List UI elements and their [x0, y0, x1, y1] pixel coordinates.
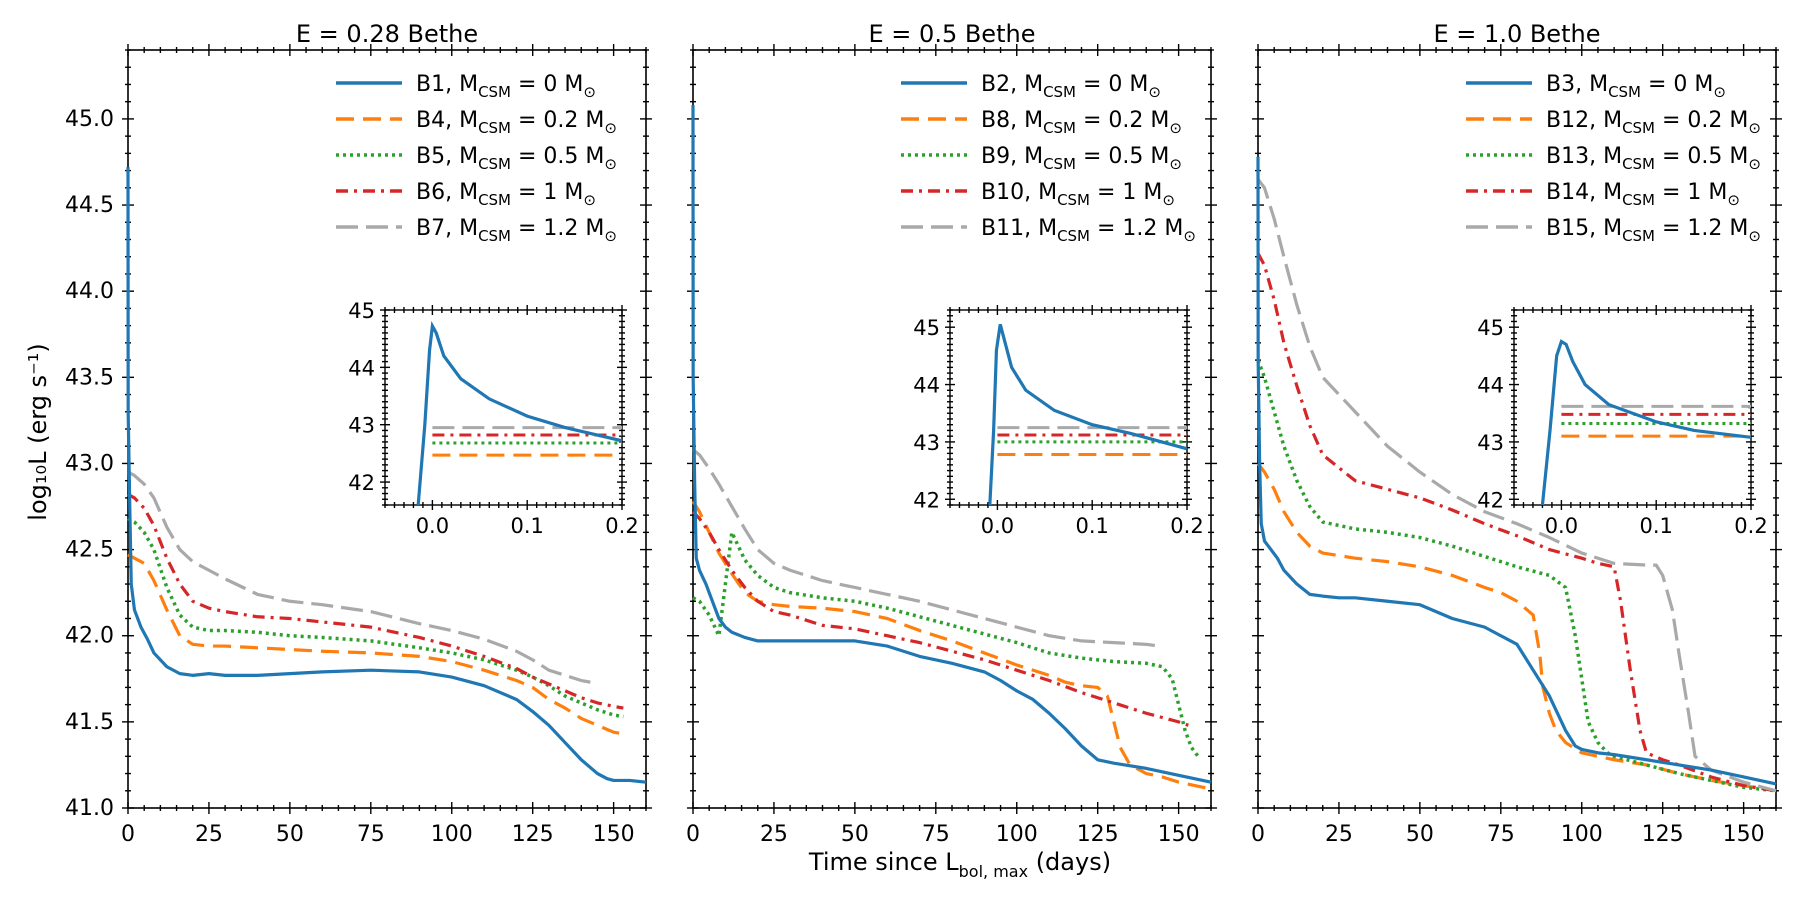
inset-x-tick-label: 0.0 [981, 514, 1014, 538]
inset-y-tick-label: 42 [913, 488, 940, 512]
series-line-B8 [691, 500, 1212, 791]
x-tick-label: 50 [1406, 822, 1434, 847]
legend-label-B9: B9, MCSM = 0.5 M⊙ [981, 144, 1182, 173]
x-tick-label: 100 [996, 822, 1038, 847]
inset-y-tick-label: 42 [348, 471, 375, 495]
panel-1: E = 0.28 Bethe 0 25 50 75 100 125 150 41.0 41.5 42… [65, 20, 652, 847]
panel-title: E = 0.5 Bethe [869, 20, 1036, 48]
series-line-B13 [1256, 359, 1777, 793]
inset-y-tick-label: 43 [1477, 431, 1504, 455]
inset-x-tick-label: 0.1 [510, 514, 543, 538]
x-tick-label: 25 [760, 822, 788, 847]
legend-label-B2: B2, MCSM = 0 M⊙ [981, 72, 1161, 101]
x-tick-label: 0 [1251, 822, 1265, 847]
inset-x-tick-label: 0.1 [1075, 514, 1108, 538]
x-tick-label: 75 [1487, 822, 1515, 847]
x-tick-label: 125 [1077, 822, 1119, 847]
panel-3: E = 1.0 Bethe 0 25 50 75 100 125 150 B3, MCSM = … [1251, 20, 1782, 847]
inset-line-B2 [988, 323, 1187, 505]
panel-2: E = 0.5 Bethe 0 25 50 75 100 125 150 B2, MCSM = … [686, 20, 1217, 847]
legend-label-B5: B5, MCSM = 0.5 M⊙ [416, 144, 617, 173]
legend-label-B14: B14, MCSM = 1 M⊙ [1546, 180, 1740, 209]
inset-x-tick-label: 0.2 [605, 514, 638, 538]
x-tick-label: 125 [512, 822, 554, 847]
inset-y-tick-label: 45 [348, 299, 375, 323]
inset-x-tick-label: 0.2 [1734, 514, 1767, 538]
legend-label-B12: B12, MCSM = 0.2 M⊙ [1546, 108, 1761, 137]
inset-x-tick-label: 0.0 [1545, 514, 1578, 538]
x-tick-label: 100 [1561, 822, 1603, 847]
legend-label-B11: B11, MCSM = 1.2 M⊙ [981, 216, 1196, 245]
inset-y-tick-label: 44 [913, 374, 940, 398]
inset-y-tick-label: 45 [913, 316, 940, 340]
series-line-B15 [1256, 178, 1777, 793]
inset-y-tick-label: 43 [913, 431, 940, 455]
legend-label-B8: B8, MCSM = 0.2 M⊙ [981, 108, 1182, 137]
inset-line-B3 [1540, 339, 1751, 505]
series-line-B5 [127, 517, 624, 719]
series-line-B14 [1256, 252, 1777, 793]
x-tick-label: 0 [121, 822, 135, 847]
y-tick-label: 45.0 [65, 107, 114, 132]
inset-axes: 0.0 0.1 0.2 42 43 44 45 [1477, 305, 1768, 538]
y-tick-label: 44.5 [65, 193, 114, 218]
series-line-B2 [691, 105, 1212, 784]
panel-title: E = 1.0 Bethe [1434, 20, 1601, 48]
series-line-B4 [127, 553, 624, 736]
legend-label-B3: B3, MCSM = 0 M⊙ [1546, 72, 1726, 101]
x-tick-label: 125 [1642, 822, 1684, 847]
inset-line-B1 [416, 320, 622, 505]
y-tick-label: 41.5 [65, 710, 114, 735]
x-tick-label: 50 [841, 822, 869, 847]
legend-label-B4: B4, MCSM = 0.2 M⊙ [416, 108, 617, 137]
legend-label-B15: B15, MCSM = 1.2 M⊙ [1546, 216, 1761, 245]
x-tick-label: 150 [1723, 822, 1765, 847]
x-tick-label: 150 [593, 822, 635, 847]
y-tick-label: 41.0 [65, 796, 114, 821]
x-tick-label: 150 [1158, 822, 1200, 847]
series-line-B10 [691, 510, 1189, 727]
legend-label-B13: B13, MCSM = 0.5 M⊙ [1546, 144, 1761, 173]
inset-y-tick-label: 44 [348, 356, 375, 380]
inset-axes: 0.0 0.1 0.2 42 43 44 45 [913, 305, 1204, 538]
legend-label-B6: B6, MCSM = 1 M⊙ [416, 180, 596, 209]
y-tick-label: 42.5 [65, 538, 114, 563]
series-line-B3 [1256, 156, 1777, 786]
inset-x-tick-label: 0.0 [416, 514, 449, 538]
series-line-B11 [692, 448, 1160, 648]
legend-label-B10: B10, MCSM = 1 M⊙ [981, 180, 1175, 209]
legend-label-B1: B1, MCSM = 0 M⊙ [416, 72, 596, 101]
inset-y-tick-label: 42 [1477, 488, 1504, 512]
series-line-B6 [127, 493, 624, 710]
y-tick-label: 44.0 [65, 279, 114, 304]
y-tick-label: 43.0 [65, 451, 114, 476]
series-line-B12 [1256, 462, 1777, 793]
x-axis-label: Time since Lbol, max (days) [808, 848, 1111, 881]
y-axis-label: log₁₀L (erg s⁻¹) [24, 343, 52, 520]
series-line-B1 [126, 167, 647, 784]
inset-y-tick-label: 44 [1477, 374, 1504, 398]
x-tick-label: 25 [1325, 822, 1353, 847]
series-line-B9 [692, 530, 1200, 758]
inset-x-tick-label: 0.1 [1639, 514, 1672, 538]
inset-frame [949, 309, 1188, 506]
inset-y-tick-label: 45 [1477, 316, 1504, 340]
inset-y-tick-label: 43 [348, 414, 375, 438]
x-tick-label: 100 [431, 822, 473, 847]
x-tick-label: 0 [686, 822, 700, 847]
panel-title: E = 0.28 Bethe [296, 20, 478, 48]
x-tick-label: 25 [195, 822, 223, 847]
x-tick-label: 50 [276, 822, 304, 847]
y-tick-label: 42.0 [65, 624, 114, 649]
legend-label-B7: B7, MCSM = 1.2 M⊙ [416, 216, 617, 245]
x-tick-label: 75 [357, 822, 385, 847]
inset-axes: 0.0 0.1 0.2 42 43 44 45 [348, 299, 638, 538]
inset-x-tick-label: 0.2 [1170, 514, 1203, 538]
x-tick-label: 75 [922, 822, 950, 847]
y-tick-label: 43.5 [65, 365, 114, 390]
